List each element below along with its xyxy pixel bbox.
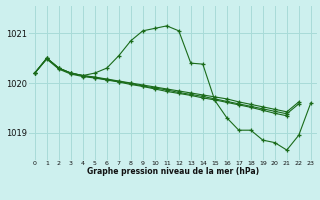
X-axis label: Graphe pression niveau de la mer (hPa): Graphe pression niveau de la mer (hPa) (87, 167, 259, 176)
